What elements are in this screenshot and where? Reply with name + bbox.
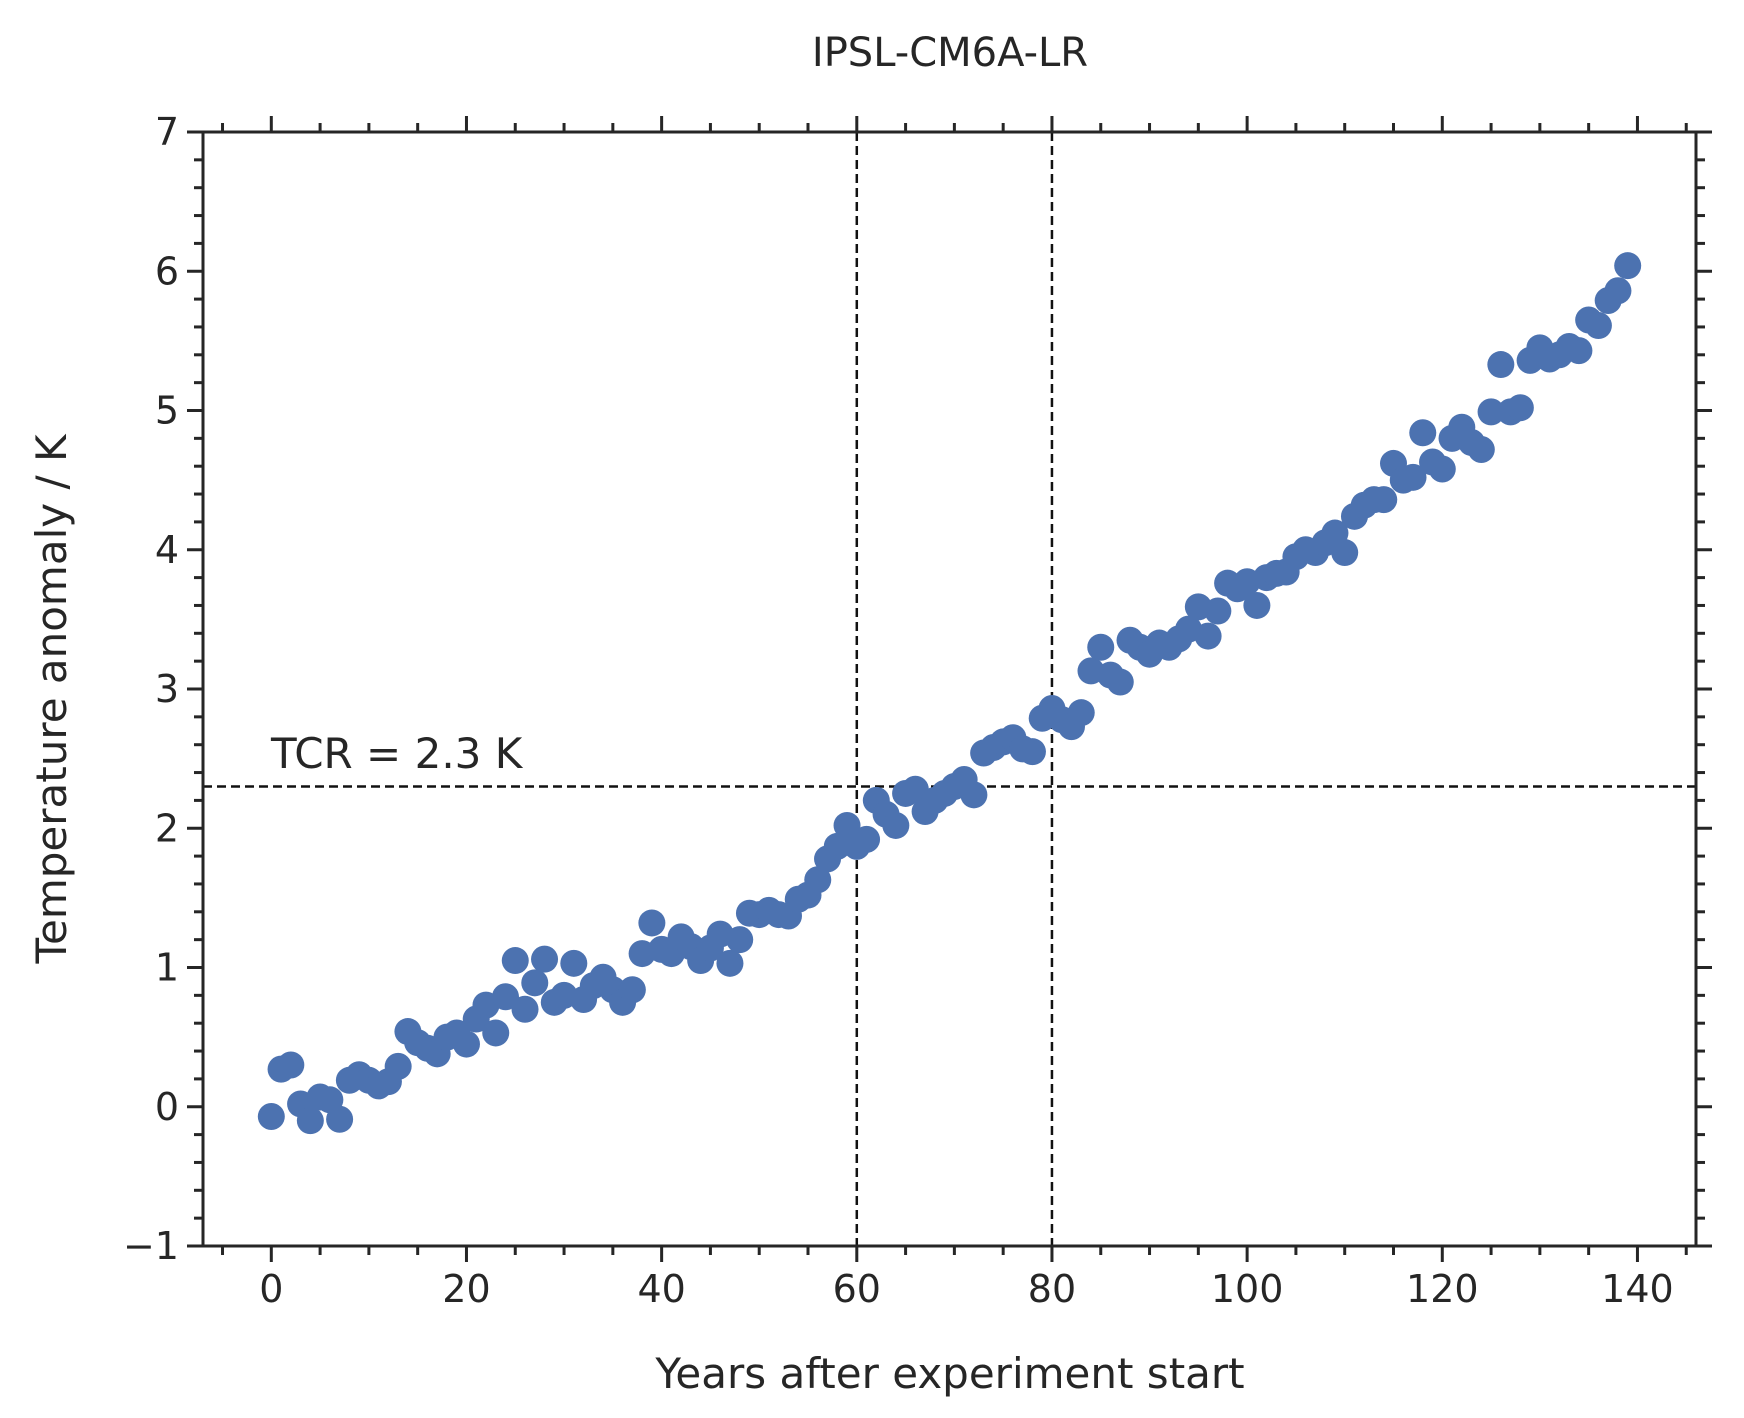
data-point: [804, 866, 832, 894]
x-tick-label: 100: [1211, 1267, 1284, 1311]
data-point: [1018, 738, 1046, 766]
data-point: [560, 949, 588, 977]
data-point: [1067, 699, 1095, 727]
data-point: [1194, 622, 1222, 650]
plot-frame: [201, 130, 1698, 1248]
data-point: [492, 983, 520, 1011]
x-tick-label: 0: [259, 1267, 283, 1311]
x-tick-label: 140: [1601, 1267, 1674, 1311]
data-point: [277, 1051, 305, 1079]
y-tick-label: −1: [123, 1224, 179, 1268]
data-point: [833, 811, 861, 839]
data-point: [1204, 597, 1232, 625]
x-tick-label: 60: [833, 1267, 881, 1311]
data-point: [823, 832, 851, 860]
data-point: [511, 995, 539, 1023]
data-point: [1243, 591, 1271, 619]
data-point: [1614, 252, 1642, 280]
chart-title: IPSL-CM6A-LR: [812, 30, 1088, 76]
data-point: [1399, 463, 1427, 491]
data-point: [1565, 337, 1593, 365]
data-point: [1506, 394, 1534, 422]
data-point: [531, 945, 559, 973]
data-point: [296, 1107, 324, 1135]
x-tick-label: 40: [637, 1267, 685, 1311]
data-point: [1087, 633, 1115, 661]
data-point: [1467, 435, 1495, 463]
data-points: [257, 252, 1642, 1135]
x-tick-label: 20: [442, 1267, 490, 1311]
x-tick-label: 120: [1406, 1267, 1479, 1311]
data-point: [521, 969, 549, 997]
axis-ticks: [187, 116, 1712, 1262]
data-point: [1106, 668, 1134, 696]
data-point: [384, 1052, 412, 1080]
data-point: [1487, 351, 1515, 379]
data-point: [1584, 312, 1612, 340]
y-tick-label: 4: [155, 528, 179, 572]
data-point: [618, 976, 646, 1004]
data-point: [1331, 539, 1359, 567]
data-point: [1409, 419, 1437, 447]
data-point: [257, 1102, 285, 1130]
data-point: [882, 811, 910, 839]
y-tick-label: 7: [155, 110, 179, 154]
data-point: [960, 781, 988, 809]
tick-labels: 0 20 40 60 80 100 120 140 −1 0 1 2 3 4 5 6 7: [123, 110, 1674, 1311]
x-axis-label: Years after experiment start: [654, 1349, 1244, 1398]
data-point: [726, 926, 754, 954]
y-tick-label: 2: [155, 806, 179, 850]
y-axis-label: Temperature anomaly / K: [27, 433, 76, 964]
y-tick-label: 3: [155, 667, 179, 711]
data-point: [638, 909, 666, 937]
data-point: [501, 947, 529, 975]
y-tick-label: 5: [155, 389, 179, 433]
data-point: [1477, 398, 1505, 426]
data-point: [482, 1019, 510, 1047]
data-point: [1604, 277, 1632, 305]
x-tick-label: 80: [1028, 1267, 1076, 1311]
y-tick-label: 0: [155, 1085, 179, 1129]
tcr-annotation: TCR = 2.3 K: [270, 729, 524, 778]
data-point: [1428, 455, 1456, 483]
data-point: [716, 949, 744, 977]
data-point: [853, 825, 881, 853]
y-tick-label: 6: [155, 249, 179, 293]
data-point: [1370, 486, 1398, 514]
data-point: [901, 775, 929, 803]
y-tick-label: 1: [155, 946, 179, 990]
data-point: [326, 1105, 354, 1133]
data-point: [452, 1030, 480, 1058]
reference-lines: [203, 132, 1696, 1246]
